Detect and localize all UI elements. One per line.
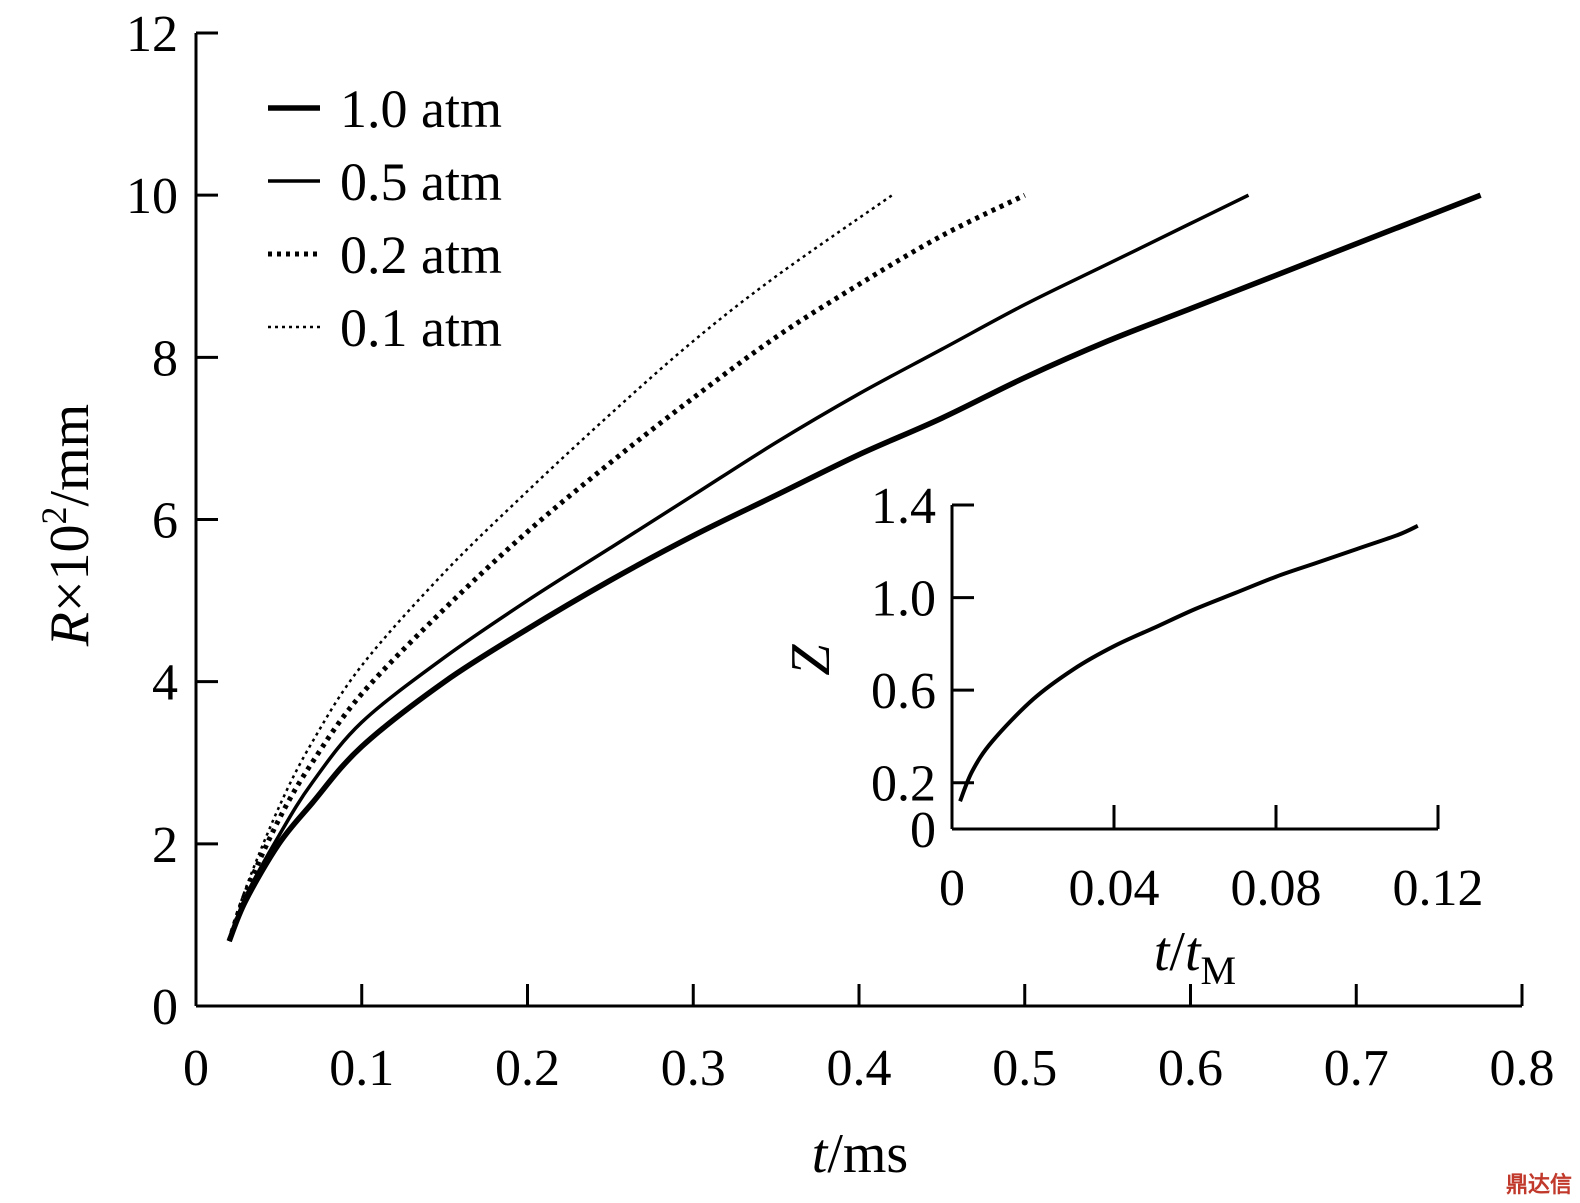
y-tick-label: 6 <box>152 493 178 550</box>
x-tick-label: 0.7 <box>1324 1040 1389 1097</box>
inset-y-tick-label: 1.0 <box>871 571 936 628</box>
inset-x-tick-label: 0.12 <box>1393 860 1484 917</box>
inset-y-tick-label: 0 <box>910 802 936 859</box>
y-axis-title: R×102/mm <box>34 404 101 648</box>
x-tick-label: 0 <box>183 1040 209 1097</box>
watermark-logo: 鼎达信 <box>1505 1173 1572 1198</box>
x-tick-label: 0.1 <box>329 1040 394 1097</box>
legend-label: 0.2 atm <box>340 225 502 285</box>
series-line-0-2-atm <box>226 192 1026 942</box>
x-tick-label: 0.3 <box>661 1040 726 1097</box>
legend-label: 0.5 atm <box>340 152 502 212</box>
inset-y-tick-label: 0.2 <box>871 756 936 813</box>
legend-label: 0.1 atm <box>340 298 502 358</box>
series-line-1-0-atm <box>226 192 1482 943</box>
inset-series-group <box>958 523 1419 802</box>
series-line-0-5-atm <box>227 193 1250 942</box>
series-line-0-1-atm <box>228 194 893 942</box>
inset-x-tick-label: 0.04 <box>1069 860 1160 917</box>
legend-label: 1.0 atm <box>340 79 502 139</box>
inset-series-line <box>958 523 1419 802</box>
inset-axes: 0 0.04 0.08 0.12 00.2 0.6 1.0 1.4 t/tM Z <box>780 478 1484 993</box>
y-tick-label: 0 <box>152 979 178 1036</box>
y-tick-label: 4 <box>152 655 178 712</box>
x-tick-label: 0.4 <box>827 1040 892 1097</box>
x-tick-label: 0.5 <box>992 1040 1057 1097</box>
y-tick-label: 2 <box>152 817 178 874</box>
inset-x-axis-title: t/tM <box>1154 921 1236 993</box>
inset-y-tick-label: 1.4 <box>871 478 936 535</box>
x-tick-label: 0.6 <box>1158 1040 1223 1097</box>
main-axes: 0 0.1 0.2 0.3 0.4 0.5 0.6 0.7 0.8 0 2 4 6 8 10 12 t/ms R×… <box>34 6 1555 1185</box>
inset-x-tick-label: 0 <box>939 860 965 917</box>
x-tick-label: 0.8 <box>1490 1040 1555 1097</box>
x-axis-title: t/ms <box>812 1123 908 1185</box>
y-tick-label: 10 <box>126 168 178 225</box>
y-tick-label: 8 <box>152 330 178 387</box>
inset-y-axis-title: Z <box>780 644 842 676</box>
y-tick-label: 12 <box>126 6 178 63</box>
inset-x-tick-label: 0.08 <box>1231 860 1322 917</box>
legend: 1.0 atm 0.5 atm 0.2 atm 0.1 atm <box>268 79 502 358</box>
inset-y-tick-label: 0.6 <box>871 663 936 720</box>
main-series-group <box>226 192 1482 943</box>
x-tick-label: 0.2 <box>495 1040 560 1097</box>
